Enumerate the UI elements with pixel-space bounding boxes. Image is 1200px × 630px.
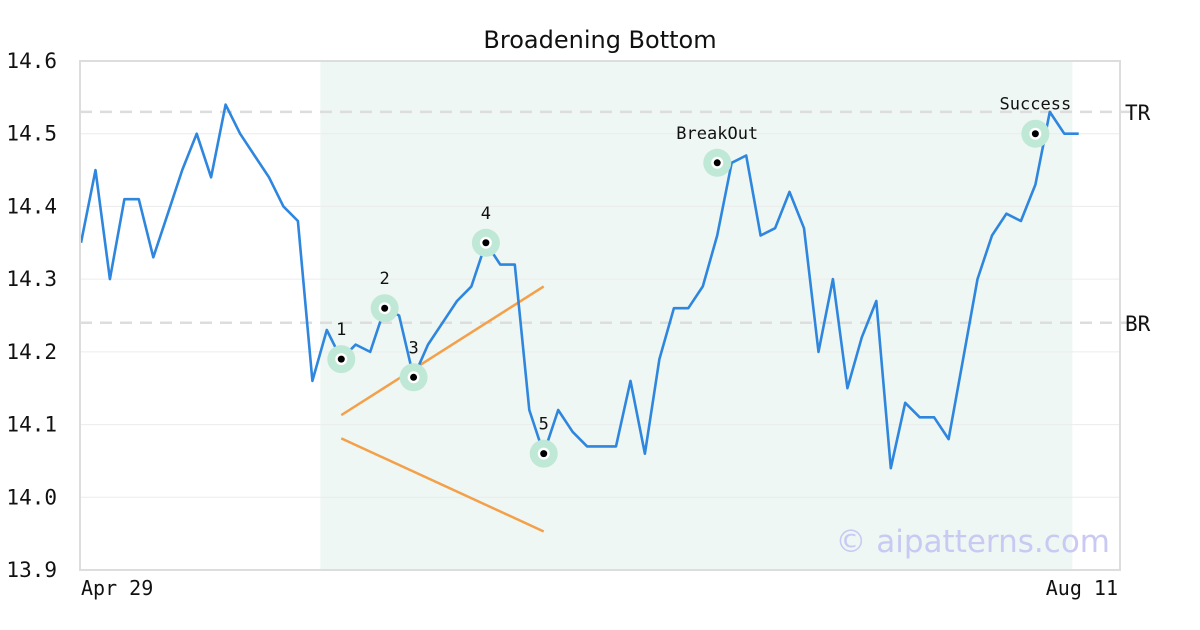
marker-label: BreakOut bbox=[676, 124, 758, 144]
chart-title: Broadening Bottom bbox=[483, 26, 716, 54]
x-tick-label-end: Aug 11 bbox=[1046, 576, 1118, 600]
y-tick-label: 14.4 bbox=[6, 194, 57, 218]
marker-dot bbox=[381, 304, 389, 312]
marker-label: 5 bbox=[539, 415, 549, 435]
marker-dot bbox=[540, 450, 548, 458]
y-tick-label: 14.0 bbox=[6, 485, 57, 509]
marker-label: 1 bbox=[336, 320, 346, 340]
price-line bbox=[79, 103, 1079, 470]
y-tick-label: 13.9 bbox=[6, 558, 57, 582]
trendline bbox=[340, 437, 545, 533]
marker-label: 2 bbox=[380, 269, 390, 289]
marker-label: Success bbox=[1000, 95, 1072, 115]
y-tick-label: 14.2 bbox=[6, 340, 57, 364]
y-tick-label: 14.1 bbox=[6, 413, 57, 437]
watermark: © aipatterns.com bbox=[835, 524, 1110, 560]
y-tick-label: 14.5 bbox=[6, 122, 57, 146]
marker-dot bbox=[410, 373, 418, 381]
plot-frame bbox=[79, 60, 1121, 571]
marker-dot bbox=[482, 239, 490, 247]
level-label: TR bbox=[1125, 101, 1151, 125]
marker-label: 4 bbox=[481, 204, 491, 224]
trendline bbox=[340, 285, 545, 417]
marker-label: 3 bbox=[408, 338, 418, 358]
x-tick-label-start: Apr 29 bbox=[81, 576, 153, 600]
marker-dot bbox=[337, 355, 345, 363]
marker-dot bbox=[713, 159, 721, 167]
marker-dot bbox=[1031, 130, 1039, 138]
level-label: BR bbox=[1125, 312, 1151, 336]
y-tick-label: 14.3 bbox=[6, 267, 57, 291]
y-tick-label: 14.6 bbox=[6, 49, 57, 73]
